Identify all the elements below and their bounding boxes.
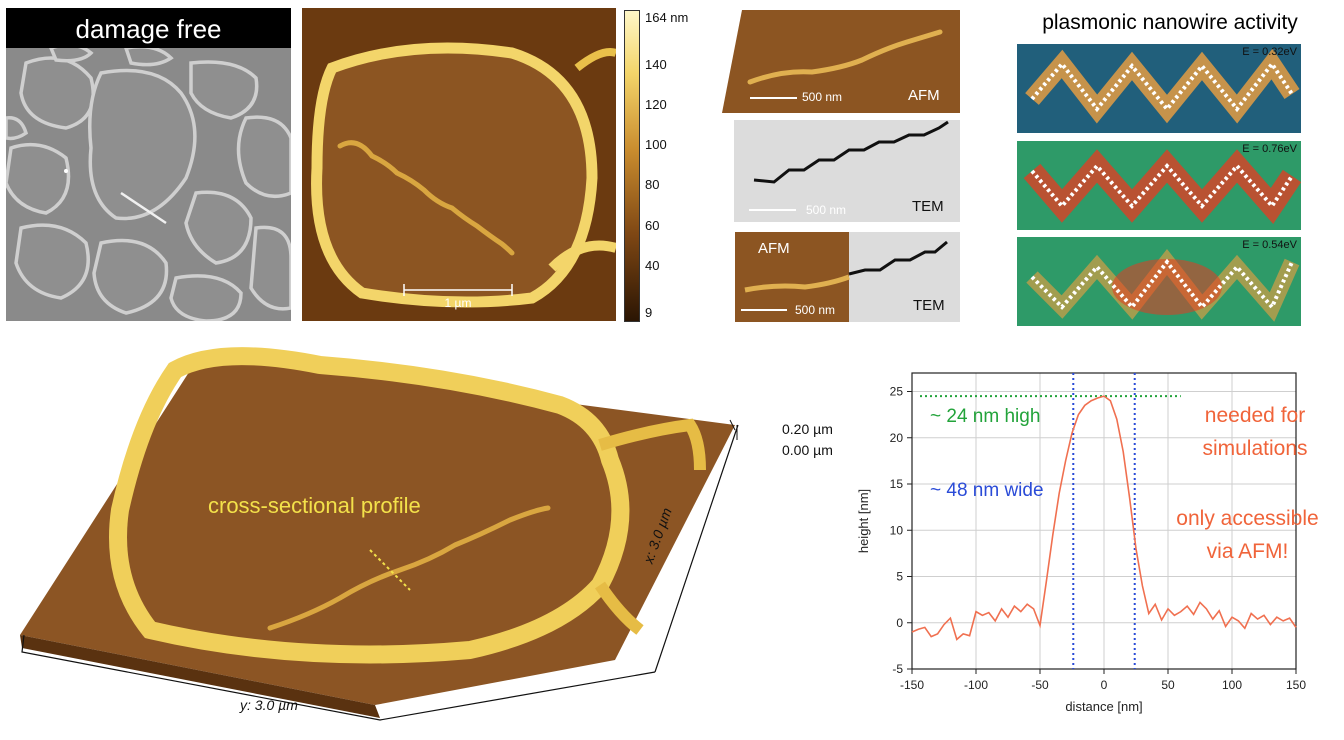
y-tick-label: 20 [890,431,904,445]
colorbar-tick: 140 [645,57,667,72]
colorbar-tick: 100 [645,137,667,152]
profile-chart: -150 -100 -50 0 50 100 150 -5 0 5 10 15 20 25 distance… [850,355,1342,735]
x-tick-label: -150 [900,678,924,692]
plasmonic-title: plasmonic nanowire activity [1042,11,1298,34]
colorbar-tick: 60 [645,218,660,233]
correlative-tem-label: TEM [912,198,944,215]
note-access-line1: only accessible [1176,507,1319,530]
x-tick-label: 50 [1161,678,1175,692]
sem-image [6,8,291,321]
afm-height-panel: 1 µm [302,8,616,321]
z-bottom-label: 0.00 µm [782,442,833,458]
plasmon-energy-label: E = 0.54eV [1242,239,1297,251]
y-tick-label: 15 [890,477,904,491]
sem-panel: damage free [6,8,291,321]
y-tick-label: 25 [890,385,904,399]
afm-scalebar-label: 1 µm [444,296,472,310]
correlative-tem-panel: 500 nm TEM [734,120,960,222]
x-tick-label: -50 [1031,678,1049,692]
x-tick-label: -100 [964,678,988,692]
y-tick-label: -5 [892,662,903,676]
plasmon-energy-label: E = 0.32eV [1242,46,1297,58]
plasmon-energy-label: E = 0.76eV [1242,143,1297,155]
afm-colorbar [624,10,640,322]
correlative-tem-image [749,120,949,211]
note-width: ~ 48 nm wide [930,480,1044,501]
plasmon-map: E = 0.32eV [1017,44,1301,133]
profile-chart-svg: -150 -100 -50 0 50 100 150-50510152025distance… [856,372,1306,714]
x-axis-label: distance [nm] [1065,699,1142,714]
cross-section-annotation: cross-sectional profile [208,493,421,518]
colorbar-tick: 9 [645,305,653,320]
correlative-tem-scalebar: 500 nm [806,203,847,217]
x-tick-label: 150 [1286,678,1306,692]
colorbar-tick: 40 [645,258,660,273]
profile-line [911,395,1297,641]
note-access-line2: via AFM! [1206,540,1289,563]
x-tick-label: 0 [1101,678,1108,692]
x-tick-label: 100 [1222,678,1242,692]
plasmon-map: E = 0.76eV [1017,141,1301,230]
plasmon-map: E = 0.54eV [1017,237,1301,326]
correlative-combo-image [735,232,960,322]
colorbar-tick: 80 [645,177,660,192]
sem-title: damage free [75,14,222,44]
colorbar-tick: 120 [645,97,667,112]
combo-tem-label: TEM [913,297,945,314]
correlative-afm-panel: 500 nm AFM [722,10,960,113]
note-needed-line2: simulations [1202,437,1308,460]
note-height: ~ 24 nm high [930,406,1041,427]
correlative-combo-panel: AFM 500 nm TEM [735,232,960,322]
y-tick-label: 5 [896,570,903,584]
correlative-afm-label: AFM [908,87,940,104]
afm-height-image [302,8,616,321]
y-tick-label: 10 [890,523,904,537]
y-axis-label: y: 3.0 µm [240,697,298,713]
combo-afm-label: AFM [758,240,790,257]
y-tick-label: 0 [896,616,903,630]
note-needed-line1: needed for [1204,404,1306,427]
colorbar-max-label: 164 nm [645,10,689,25]
z-top-label: 0.20 µm [782,421,833,437]
correlative-afm-image [722,10,960,113]
correlative-afm-scalebar: 500 nm [802,90,843,104]
combo-scalebar: 500 nm [795,303,836,317]
afm-3d-render: cross-sectional profile x: 3.0 µm y: 3.0… [0,330,760,738]
y-axis-label: height [nm] [856,489,871,553]
